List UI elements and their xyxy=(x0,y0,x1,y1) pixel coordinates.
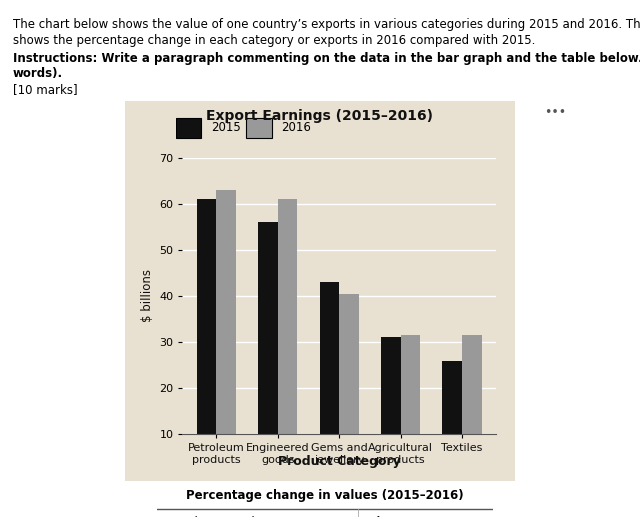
Text: Percentage change in values (2015–2016): Percentage change in values (2015–2016) xyxy=(186,489,463,502)
Bar xyxy=(278,199,298,480)
Text: The chart below shows the value of one country’s exports in various categories d: The chart below shows the value of one c… xyxy=(13,18,640,31)
Bar xyxy=(216,190,236,480)
Bar xyxy=(319,282,339,480)
Bar xyxy=(246,118,272,138)
Bar xyxy=(401,335,420,480)
Text: [10 marks]: [10 marks] xyxy=(13,83,77,96)
Text: ↑: ↑ xyxy=(372,514,385,517)
Text: 3%: 3% xyxy=(406,515,424,517)
Bar xyxy=(176,118,202,138)
Text: Petroleum products: Petroleum products xyxy=(164,515,279,517)
Text: Instructions: Write a paragraph commenting on the data in the bar graph and the : Instructions: Write a paragraph commenti… xyxy=(13,52,640,65)
Text: 2015: 2015 xyxy=(211,121,241,134)
Text: Product Category: Product Category xyxy=(278,455,401,468)
Bar xyxy=(462,335,482,480)
Bar xyxy=(196,199,216,480)
Text: shows the percentage change in each category or exports in 2016 compared with 20: shows the percentage change in each cate… xyxy=(13,34,535,47)
Bar xyxy=(381,338,401,480)
Text: •••: ••• xyxy=(544,106,566,119)
Bar xyxy=(339,294,359,480)
Text: 2016: 2016 xyxy=(282,121,312,134)
Text: words).: words). xyxy=(13,67,63,80)
Bar xyxy=(442,360,462,480)
Bar xyxy=(258,222,278,480)
Text: Export Earnings (2015–2016): Export Earnings (2015–2016) xyxy=(207,109,433,123)
Y-axis label: $ billions: $ billions xyxy=(141,269,154,323)
